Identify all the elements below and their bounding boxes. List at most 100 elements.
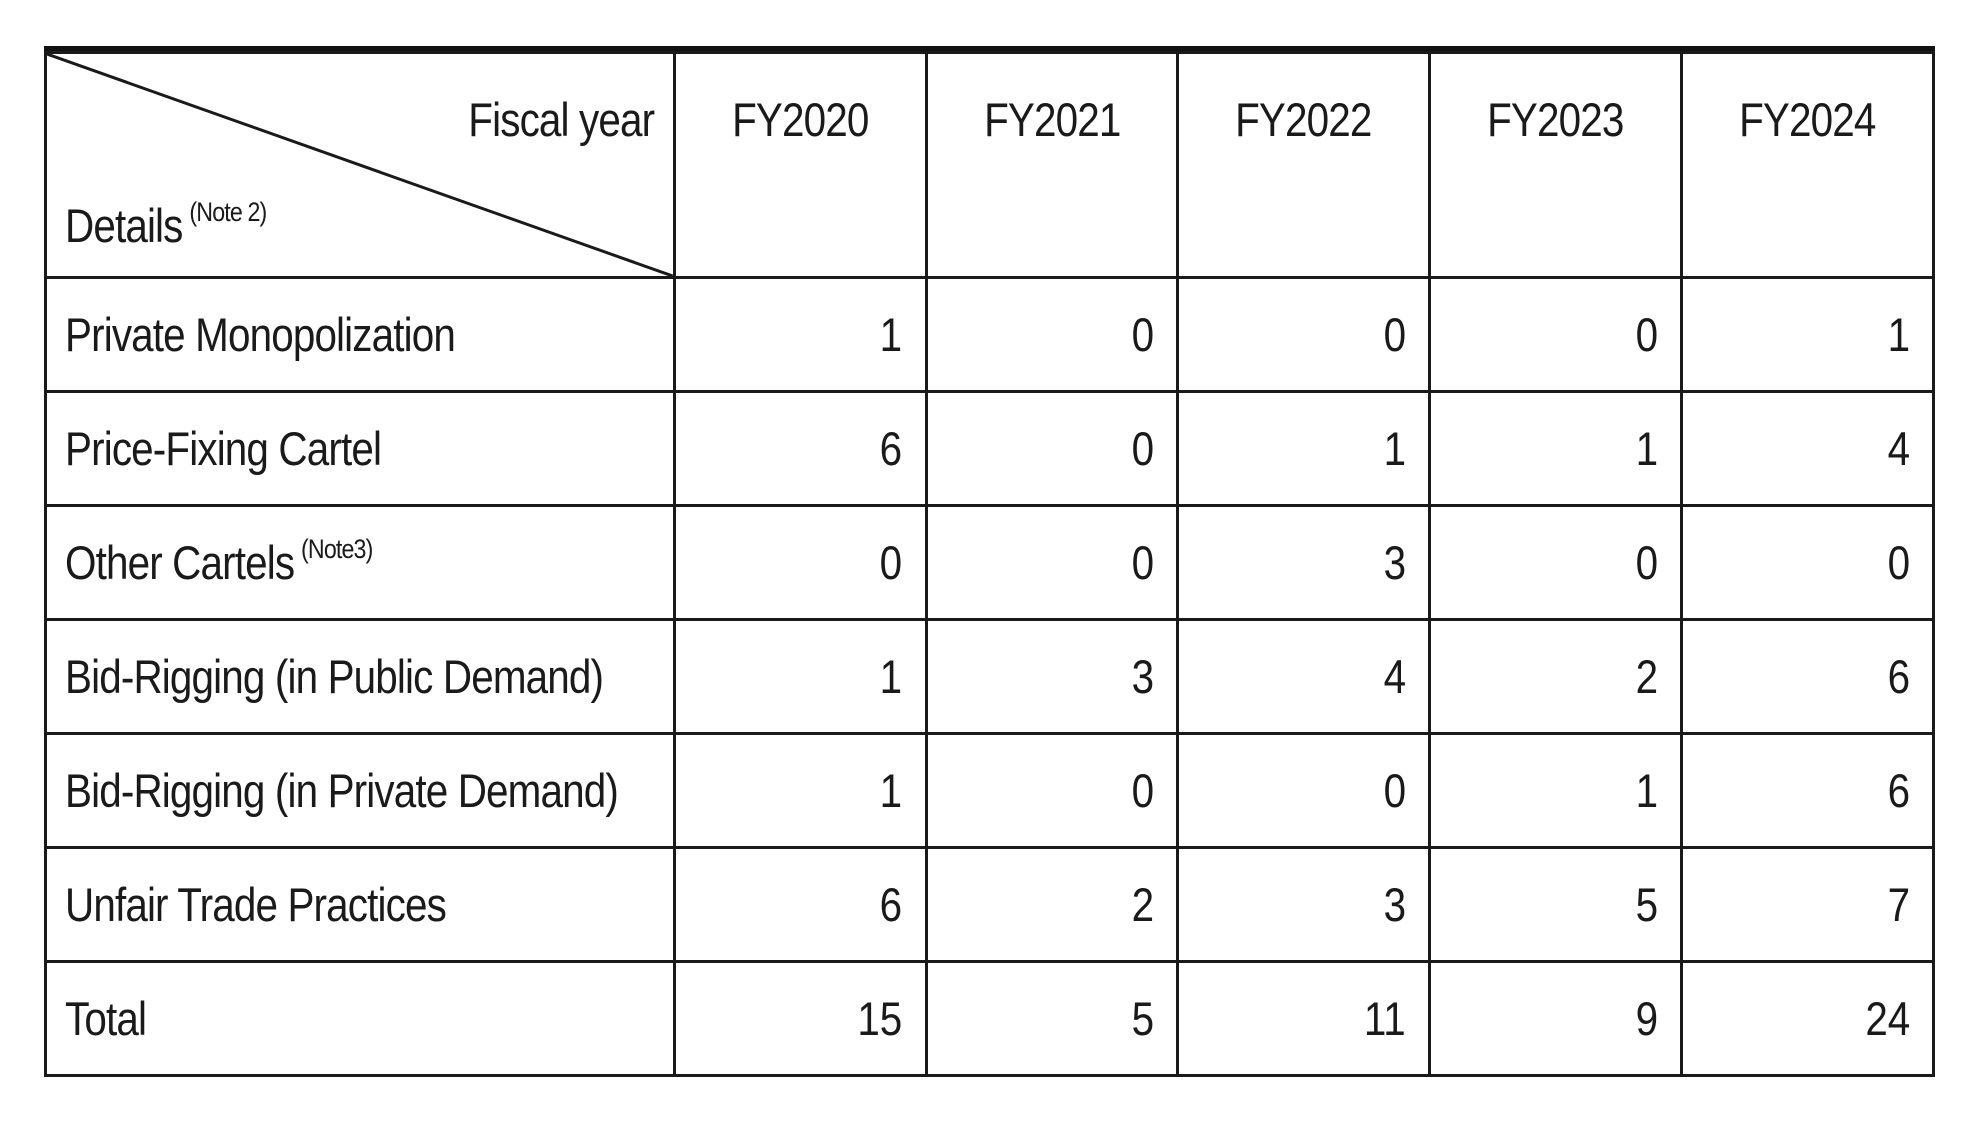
value-cell: 24: [1680, 960, 1935, 1077]
cell-value: 7: [1887, 878, 1910, 931]
cell-value: 11: [1364, 992, 1407, 1045]
diagonal-header-cell: Fiscal year Details (Note 2): [44, 51, 676, 279]
cell-value: 0: [1635, 536, 1659, 589]
value-cell: 1: [1428, 732, 1684, 849]
value-cell: 3: [924, 618, 1180, 735]
details-note: (Note 2): [189, 197, 267, 228]
row-label: Bid-Rigging (in Private Demand): [65, 764, 619, 817]
row-label-text: Other Cartels: [65, 536, 295, 589]
cell-value: 3: [1383, 878, 1407, 931]
cell-value: 1: [880, 764, 903, 817]
cell-value: 0: [1131, 308, 1155, 361]
year-label: FY2021: [983, 93, 1121, 146]
total-row: Total 15 5 11 9 24: [44, 960, 1935, 1077]
value-cell: 0: [924, 504, 1180, 621]
year-label: FY2020: [731, 93, 869, 146]
cell-value: 1: [880, 308, 903, 361]
cell-value: 1: [1635, 764, 1659, 817]
row-label: Private Monopolization: [65, 308, 456, 361]
value-cell: 0: [924, 732, 1180, 849]
value-cell: 5: [1428, 846, 1684, 963]
header-row: Fiscal year Details (Note 2) FY2020 FY202…: [44, 51, 1935, 279]
value-cell: 0: [1176, 732, 1432, 849]
cell-value: 6: [1887, 650, 1910, 703]
cell-value: 6: [880, 878, 903, 931]
value-cell: 0: [924, 390, 1180, 507]
value-cell: 0: [1428, 276, 1684, 393]
value-cell: 4: [1680, 390, 1935, 507]
row-label-cell: Private Monopolization: [44, 276, 676, 393]
year-header-fy2021: FY2021: [924, 51, 1180, 279]
row-label: Bid-Rigging (in Public Demand): [65, 650, 604, 703]
cell-value: 1: [1383, 422, 1407, 475]
cell-value: 0: [1887, 536, 1910, 589]
row-label: Unfair Trade Practices: [65, 878, 447, 931]
fiscal-year-label: Fiscal year: [468, 93, 656, 146]
details-label: Details (Note 2): [65, 197, 267, 253]
cell-value: 0: [1131, 422, 1155, 475]
row-label: Price-Fixing Cartel: [65, 422, 382, 475]
cell-value: 1: [1887, 308, 1910, 361]
value-cell: 4: [1176, 618, 1432, 735]
fiscal-year-table: Fiscal year Details (Note 2) FY2020 FY202…: [44, 51, 1935, 1077]
cell-value: 5: [1635, 878, 1659, 931]
year-header-fy2024: FY2024: [1680, 51, 1935, 279]
year-label: FY2024: [1739, 93, 1876, 146]
year-label: FY2023: [1487, 93, 1624, 146]
value-cell: 1: [1176, 390, 1432, 507]
year-header-fy2020: FY2020: [672, 51, 928, 279]
diagonal-line: [47, 54, 673, 276]
value-cell: 2: [924, 846, 1180, 963]
value-cell: 0: [1176, 276, 1432, 393]
value-cell: 7: [1680, 846, 1935, 963]
value-cell: 6: [1680, 618, 1935, 735]
value-cell: 9: [1428, 960, 1684, 1077]
value-cell: 1: [1680, 276, 1935, 393]
row-note: (Note3): [301, 534, 373, 565]
row-label-cell: Other Cartels (Note3): [44, 504, 676, 621]
value-cell: 3: [1176, 846, 1432, 963]
value-cell: 0: [672, 504, 928, 621]
value-cell: 6: [672, 390, 928, 507]
year-header-fy2023: FY2023: [1428, 51, 1684, 279]
value-cell: 6: [1680, 732, 1935, 849]
year-header-fy2022: FY2022: [1176, 51, 1432, 279]
row-label: Total: [65, 992, 147, 1045]
table-row: Unfair Trade Practices 6 2 3 5 7: [44, 846, 1935, 963]
row-label-cell: Unfair Trade Practices: [44, 846, 676, 963]
table-row: Price-Fixing Cartel 6 0 1 1 4: [44, 390, 1935, 507]
cell-value: 2: [1635, 650, 1659, 703]
cell-value: 24: [1865, 992, 1910, 1045]
cell-value: 1: [880, 650, 903, 703]
table-row: Bid-Rigging (in Private Demand) 1 0 0 1 …: [44, 732, 1935, 849]
cell-value: 0: [1131, 764, 1155, 817]
cell-value: 9: [1635, 992, 1659, 1045]
value-cell: 5: [924, 960, 1180, 1077]
table-row: Bid-Rigging (in Public Demand) 1 3 4 2 6: [44, 618, 1935, 735]
cell-value: 1: [1635, 422, 1659, 475]
value-cell: 15: [672, 960, 928, 1077]
table-row: Private Monopolization 1 0 0 0 1: [44, 276, 1935, 393]
value-cell: 1: [672, 618, 928, 735]
cell-value: 6: [1887, 764, 1910, 817]
value-cell: 0: [1680, 504, 1935, 621]
value-cell: 2: [1428, 618, 1684, 735]
cell-value: 15: [857, 992, 903, 1045]
value-cell: 0: [924, 276, 1180, 393]
cell-value: 4: [1887, 422, 1910, 475]
cell-value: 5: [1131, 992, 1155, 1045]
year-label: FY2022: [1235, 93, 1373, 146]
cell-value: 3: [1383, 536, 1407, 589]
cell-value: 0: [1131, 536, 1155, 589]
value-cell: 6: [672, 846, 928, 963]
table-row: Other Cartels (Note3) 0 0 3 0 0: [44, 504, 1935, 621]
top-rule: [44, 46, 1935, 52]
cell-value: 4: [1383, 650, 1407, 703]
value-cell: 11: [1176, 960, 1432, 1077]
row-label-cell: Bid-Rigging (in Private Demand): [44, 732, 676, 849]
cell-value: 0: [1635, 308, 1659, 361]
cell-value: 3: [1131, 650, 1155, 703]
row-label-cell: Price-Fixing Cartel: [44, 390, 676, 507]
value-cell: 1: [672, 276, 928, 393]
cell-value: 6: [880, 422, 903, 475]
